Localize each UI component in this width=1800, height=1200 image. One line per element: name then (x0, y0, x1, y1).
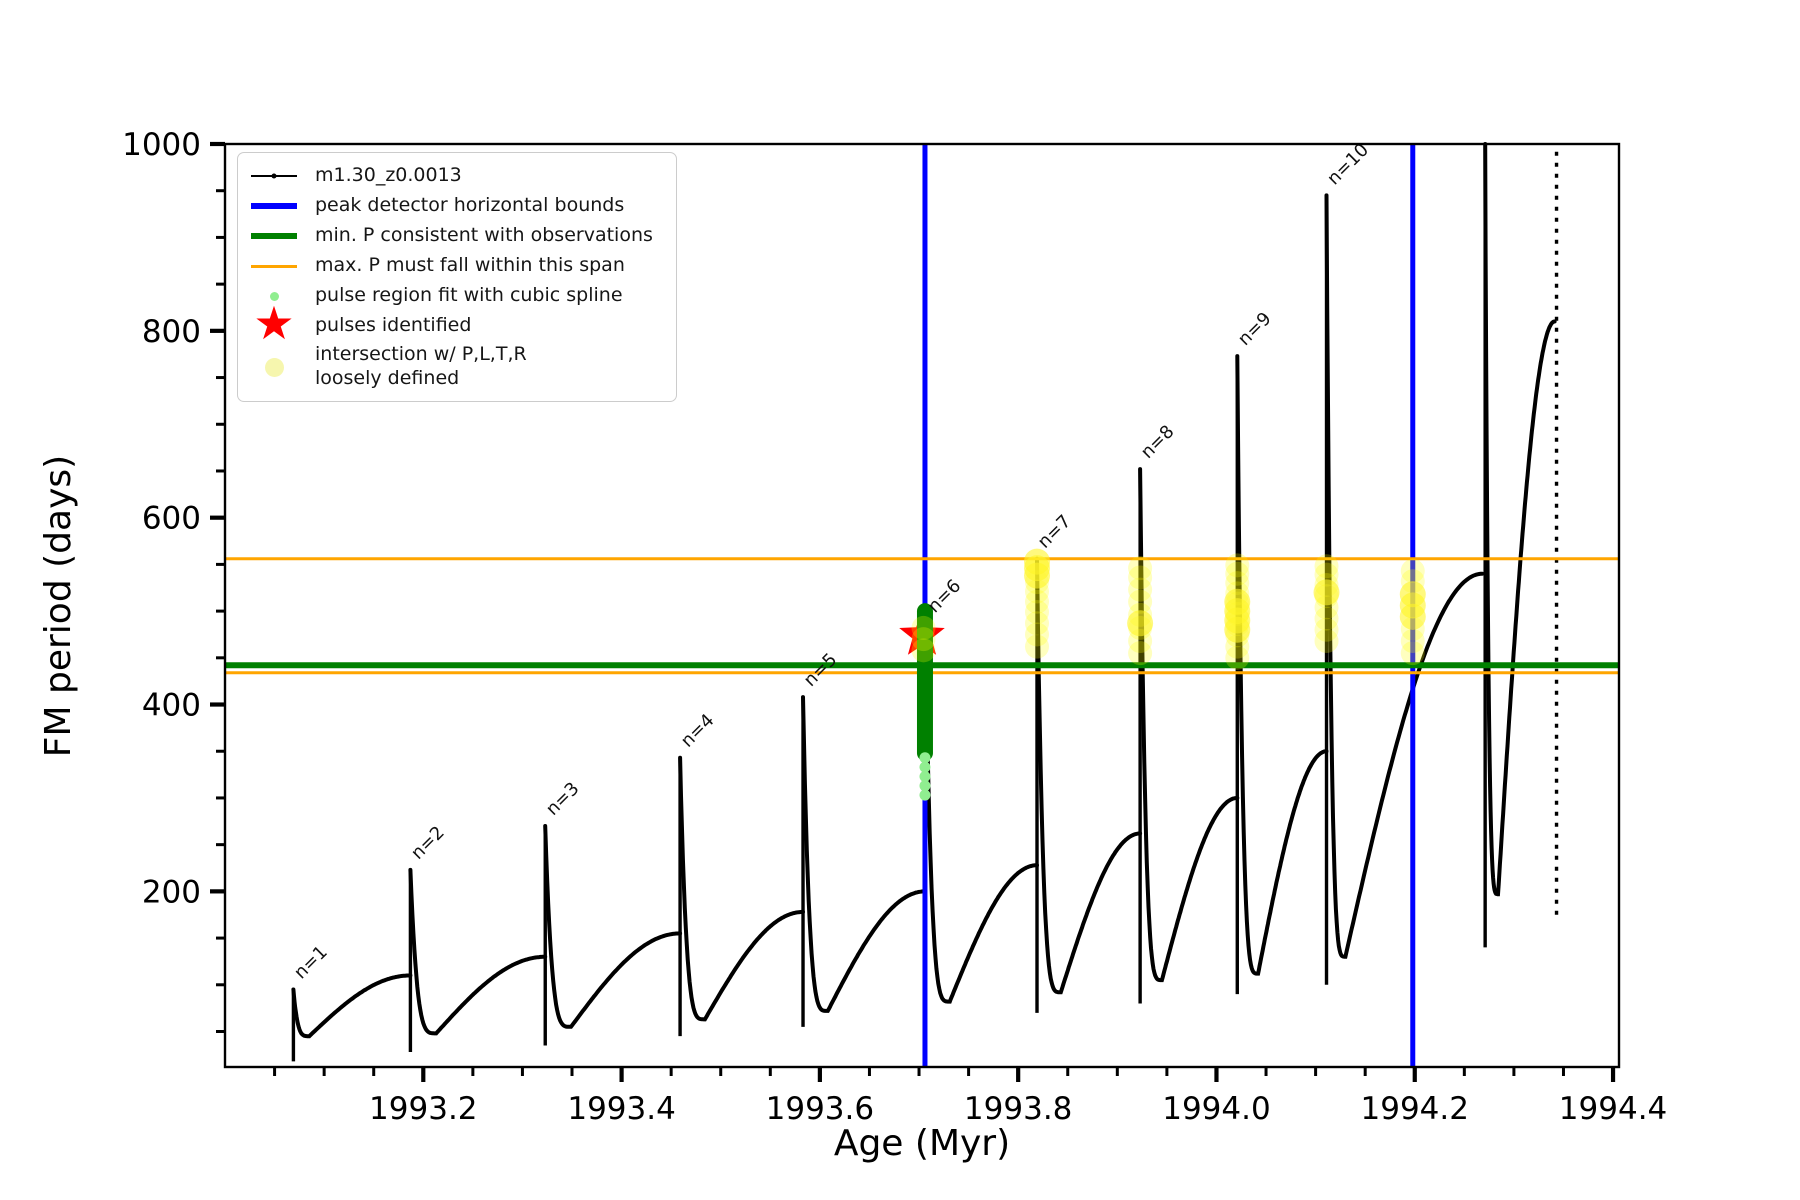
pulse-curve-segment (678, 755, 805, 1022)
intersection-dot (1225, 645, 1250, 670)
x-tick-label: 1994.2 (1361, 1091, 1469, 1127)
orange-line-icon (250, 264, 298, 268)
yellow-dot-icon (250, 357, 298, 377)
intersection-dot (1128, 629, 1153, 653)
pulse-number-label: n=2 (407, 822, 449, 864)
y-tick-label: 200 (142, 874, 201, 910)
legend-label: pulse region fit with cubic spline (315, 284, 623, 307)
intersection-dot (1128, 641, 1153, 666)
intersection-dot (911, 615, 936, 640)
x-tick-label: 1993.8 (964, 1091, 1072, 1127)
intersection-dot (1128, 589, 1153, 614)
pulse-curve-segment (923, 604, 1039, 1004)
pulse-curve-segment (1324, 193, 1485, 959)
legend-entry-pulses: ★ pulses identified (250, 296, 662, 350)
intersection-dot (1314, 606, 1339, 631)
intersection-dot (1128, 565, 1153, 590)
legend-entry-series: m1.30_z0.0013 (250, 161, 662, 191)
x-axis-title: Age (Myr) (834, 1123, 1010, 1164)
pulse-curve-segment (1035, 556, 1143, 995)
legend-entry-peak-bounds: peak detector horizontal bounds (250, 191, 662, 221)
legend: m1.30_z0.0013 peak detector horizontal b… (237, 152, 677, 402)
intersection-dot (1225, 571, 1250, 596)
blue-line-icon (250, 203, 298, 209)
pulse-region-fit-dot (919, 780, 931, 792)
intersection-dot (911, 638, 936, 663)
pulse-curve-segment (1235, 354, 1329, 976)
pulse-region-fit-dot (919, 770, 931, 782)
legend-entry-pulse-region: pulse region fit with cubic spline (250, 281, 662, 311)
legend-label: pulses identified (315, 314, 472, 337)
intersection-dot (1025, 611, 1050, 636)
legend-entry-max-p: max. P must fall within this span (250, 251, 662, 281)
pulse-number-label: n=7 (1034, 511, 1076, 553)
lightgreen-dot-icon (250, 291, 298, 301)
intersection-dot (1128, 556, 1153, 581)
pulse-curve-segment (801, 695, 927, 1013)
pulse-curve-segment (543, 824, 683, 1029)
axes-box (223, 142, 1621, 1069)
pulse-number-label: n=3 (542, 778, 584, 820)
x-tick-label: 1993.6 (766, 1091, 874, 1127)
intersection-dot (1025, 589, 1050, 614)
green-line-icon (250, 233, 298, 239)
x-tick-label: 1993.4 (567, 1091, 675, 1127)
pulse-number-label: n=10 (1323, 139, 1373, 189)
legend-entry-intersection: intersection w/ P,L,T,R loosely defined (250, 341, 662, 393)
y-tick-label: 800 (142, 314, 201, 350)
y-tick-label: 1000 (122, 127, 201, 163)
intersection-dot (911, 627, 936, 652)
red-star-icon: ★ (253, 296, 295, 350)
intersection-dot (1400, 641, 1425, 666)
intersection-dot-bright (1024, 548, 1051, 575)
intersection-dot (1400, 558, 1425, 583)
intersection-dot (1225, 561, 1250, 586)
pulse-curve-segment (1483, 142, 1557, 897)
series-line-icon (250, 173, 298, 179)
intersection-dot (1128, 577, 1153, 602)
legend-label: max. P must fall within this span (315, 254, 625, 277)
pulse-region-fit-dot (919, 761, 931, 773)
pulse-curve-segment (1138, 467, 1240, 983)
intersection-dot-bright (1224, 588, 1251, 615)
intersection-dot (1314, 617, 1339, 642)
legend-label: peak detector horizontal bounds (315, 194, 625, 217)
intersection-dot (1314, 554, 1339, 579)
y-tick-label: 400 (142, 688, 201, 724)
intersection-dot-bright (1127, 610, 1154, 637)
intersection-dot-bright (1313, 579, 1340, 606)
y-tick-label: 600 (142, 501, 201, 537)
intersection-dot (1025, 600, 1050, 625)
x-tick-label: 1993.2 (369, 1091, 477, 1127)
pulse-curve-segment (408, 867, 548, 1036)
x-tick-label: 1994.4 (1559, 1091, 1667, 1127)
intersection-dot-bright (1399, 581, 1426, 608)
legend-entry-min-p: min. P consistent with observations (250, 221, 662, 251)
pulse-number-label: n=5 (800, 649, 842, 691)
intersection-dot (1400, 629, 1425, 653)
pulse-region-fit-dot (919, 789, 931, 801)
y-axis-title: FM period (days) (38, 455, 79, 757)
pulse-curve-segment (291, 973, 413, 1039)
intersection-dot (1314, 629, 1339, 653)
legend-label: m1.30_z0.0013 (315, 164, 462, 187)
pulse-region-fit-dot (919, 752, 931, 764)
intersection-dot (1314, 562, 1339, 587)
pulse-number-label: n=4 (677, 710, 719, 752)
legend-label: intersection w/ P,L,T,R loosely defined (315, 343, 527, 389)
legend-label: min. P consistent with observations (315, 224, 653, 247)
pulse-number-label: n=9 (1234, 308, 1276, 350)
x-tick-label: 1994.0 (1162, 1091, 1270, 1127)
intersection-dot (1025, 622, 1050, 647)
pulse-number-label: n=8 (1137, 421, 1179, 463)
intersection-dot (1025, 634, 1050, 659)
intersection-dot (1225, 553, 1250, 578)
pulse-number-label: n=1 (290, 942, 332, 984)
